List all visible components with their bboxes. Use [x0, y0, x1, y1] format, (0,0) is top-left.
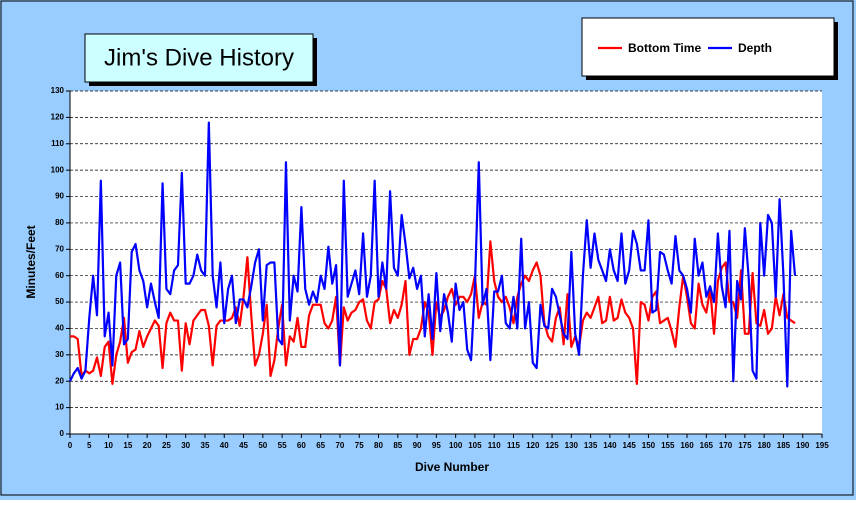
x-tick-label: 75 — [355, 441, 364, 450]
x-tick-label: 30 — [181, 441, 190, 450]
x-tick-label: 95 — [432, 441, 441, 450]
x-tick-label: 45 — [239, 441, 248, 450]
x-tick-label: 120 — [526, 441, 540, 450]
y-tick-label: 130 — [51, 86, 65, 95]
y-tick-label: 30 — [55, 350, 64, 359]
y-tick-label: 110 — [51, 139, 64, 148]
x-tick-label: 155 — [661, 441, 675, 450]
x-tick-label: 40 — [220, 441, 229, 450]
x-tick-label: 175 — [738, 441, 752, 450]
y-tick-label: 90 — [55, 192, 64, 201]
x-tick-label: 55 — [278, 441, 287, 450]
x-tick-label: 20 — [143, 441, 152, 450]
x-axis-label: Dive Number — [415, 460, 489, 474]
y-tick-label: 40 — [55, 324, 64, 333]
y-tick-label: 50 — [55, 297, 64, 306]
x-tick-label: 70 — [335, 441, 344, 450]
x-tick-label: 65 — [316, 441, 325, 450]
y-tick-label: 70 — [55, 244, 64, 253]
x-tick-label: 125 — [545, 441, 559, 450]
x-tick-label: 140 — [603, 441, 617, 450]
x-tick-label: 10 — [104, 441, 113, 450]
x-tick-label: 80 — [374, 441, 383, 450]
y-tick-label: 60 — [55, 271, 64, 280]
legend-label: Bottom Time — [628, 41, 701, 55]
x-tick-label: 115 — [507, 441, 520, 450]
x-tick-label: 180 — [757, 441, 771, 450]
y-axis-label: Minutes/Feet — [24, 225, 38, 298]
y-tick-label: 10 — [55, 403, 64, 412]
x-tick-label: 60 — [297, 441, 306, 450]
y-tick-label: 100 — [51, 165, 65, 174]
x-tick-label: 135 — [584, 441, 598, 450]
x-tick-label: 35 — [201, 441, 210, 450]
x-tick-label: 100 — [449, 441, 463, 450]
y-tick-label: 20 — [55, 376, 64, 385]
x-tick-label: 85 — [393, 441, 402, 450]
plot-background — [70, 91, 822, 434]
x-tick-label: 150 — [642, 441, 656, 450]
x-tick-label: 105 — [468, 441, 482, 450]
series-line — [70, 240, 796, 385]
x-tick-label: 190 — [796, 441, 810, 450]
x-tick-label: 50 — [258, 441, 267, 450]
x-tick-label: 185 — [777, 441, 791, 450]
x-tick-label: 110 — [488, 441, 501, 450]
x-tick-label: 0 — [68, 441, 73, 450]
x-tick-label: 5 — [87, 441, 92, 450]
x-tick-label: 165 — [700, 441, 714, 450]
x-tick-label: 145 — [622, 441, 636, 450]
x-tick-label: 160 — [680, 441, 694, 450]
x-tick-label: 170 — [719, 441, 733, 450]
chart-title: Jim's Dive History — [104, 44, 294, 71]
x-tick-label: 130 — [565, 441, 579, 450]
y-tick-label: 80 — [55, 218, 64, 227]
y-tick-label: 120 — [51, 112, 65, 121]
y-tick-label: 0 — [60, 429, 65, 438]
series-line — [69, 121, 797, 388]
title-box — [84, 33, 314, 83]
x-tick-label: 90 — [413, 441, 422, 450]
x-tick-label: 15 — [123, 441, 132, 450]
x-tick-label: 195 — [815, 441, 829, 450]
x-tick-label: 25 — [162, 441, 171, 450]
frame — [0, 0, 854, 496]
plot-area — [66, 90, 823, 438]
legend-label: Depth — [738, 41, 772, 55]
